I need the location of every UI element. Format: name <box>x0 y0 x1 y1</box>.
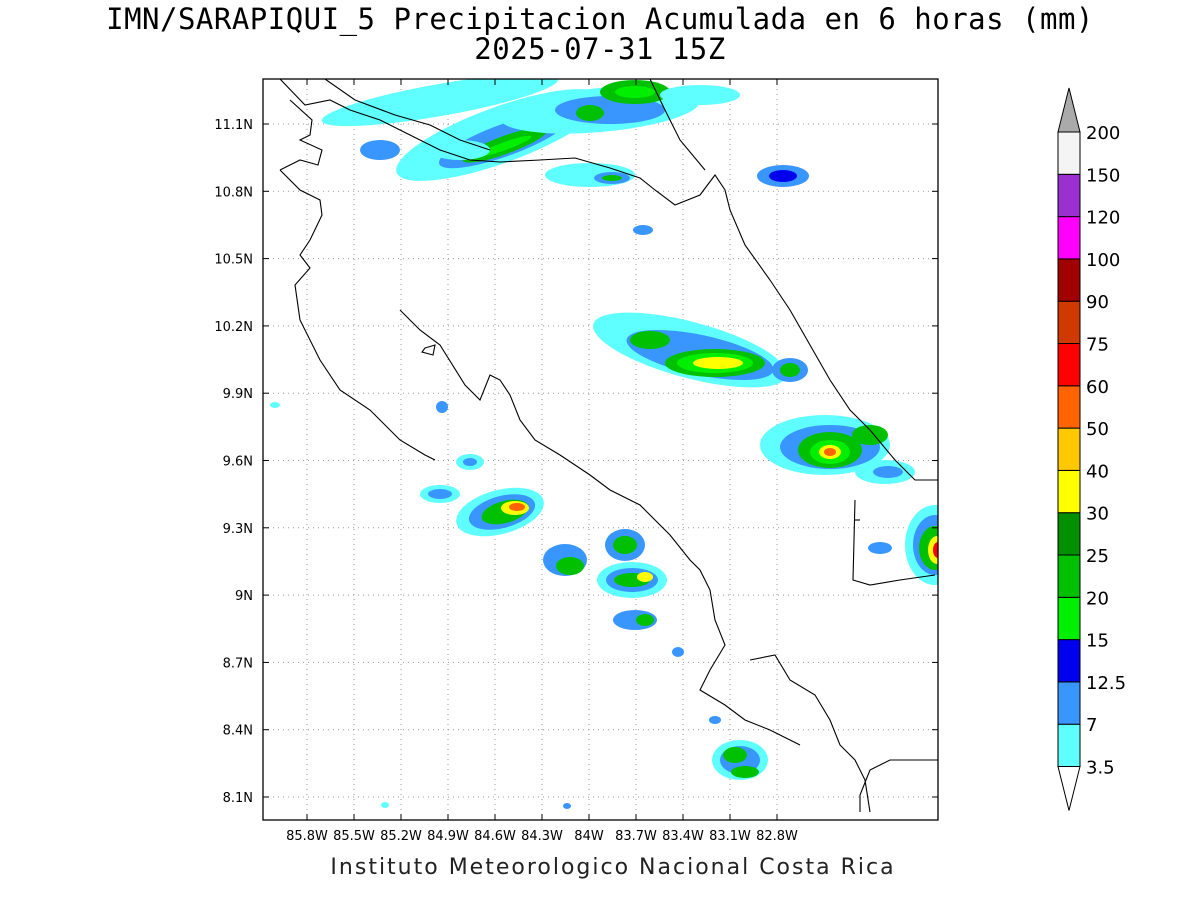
colorbar-label: 200 <box>1086 123 1120 144</box>
colorbar-swatch <box>1057 385 1081 429</box>
x-tick-label: 84.6W <box>474 829 516 844</box>
map-date: 2025-07-31 15Z <box>474 32 726 66</box>
colorbar-swatch <box>1057 216 1081 260</box>
colorbar-swatch <box>1057 300 1081 345</box>
colorbar-swatch <box>1057 639 1081 683</box>
precip-cluster-north <box>321 79 809 235</box>
colorbar-label: 60 <box>1086 377 1109 398</box>
x-tick-label: 84.3W <box>521 829 563 844</box>
y-tick-label: 9.9N <box>223 387 253 402</box>
x-tick-label: 85.2W <box>380 829 422 844</box>
x-tick-label: 83.7W <box>615 829 657 844</box>
colorbar-swatch <box>1057 554 1081 598</box>
footer-credit: Instituto Meteorologico Nacional Costa R… <box>330 855 896 880</box>
colorbar-swatch <box>1057 131 1081 175</box>
y-tick-label: 9N <box>235 589 253 604</box>
colorbar-arrow-top <box>1057 87 1081 133</box>
colorbar-swatch <box>1057 469 1081 514</box>
x-tick-label: 83.4W <box>662 829 704 844</box>
x-tick-label: 84W <box>574 829 604 844</box>
colorbar-label: 120 <box>1086 208 1120 229</box>
y-tick-label: 9.3N <box>223 522 253 537</box>
x-tick-label: 82.8W <box>756 829 798 844</box>
precip-cluster-pacific <box>270 401 768 809</box>
colorbar-label: 25 <box>1086 546 1109 567</box>
colorbar-swatch <box>1057 173 1081 218</box>
x-tick-label: 85.5W <box>333 829 375 844</box>
x-axis: 85.8W 85.5W 85.2W 84.9W 84.6W 84.3W 84W 83.7W 83… <box>286 79 798 844</box>
map-frame <box>262 78 939 821</box>
colorbar-label: 30 <box>1086 504 1109 525</box>
colorbar-label: 90 <box>1086 292 1109 313</box>
colorbar-label: 100 <box>1086 250 1120 271</box>
y-tick-label: 8.1N <box>223 791 253 806</box>
colorbar-swatch <box>1057 596 1081 641</box>
x-tick-label: 85.8W <box>286 829 328 844</box>
y-axis: 11.1N 10.8N 10.5N 10.2N 9.9N 9.6N 9.3N 9N 8.7N 8.… <box>214 118 938 806</box>
precip-field <box>270 79 938 809</box>
y-tick-label: 10.8N <box>214 185 253 200</box>
y-tick-label: 8.7N <box>223 656 253 671</box>
colorbar-arrow-bottom <box>1057 766 1081 811</box>
colorbar-swatch <box>1057 343 1081 387</box>
colorbar-swatch <box>1057 258 1081 302</box>
x-tick-label: 84.9W <box>427 829 469 844</box>
y-tick-label: 9.6N <box>223 455 253 470</box>
colorbar-label: 150 <box>1086 165 1120 186</box>
colorbar-label: 40 <box>1086 461 1109 482</box>
x-tick-label: 83.1W <box>709 829 751 844</box>
coastline <box>279 79 938 813</box>
precip-cluster-central <box>593 312 808 388</box>
colorbar-label: 12.5 <box>1086 673 1126 694</box>
colorbar-label: 15 <box>1086 631 1109 652</box>
colorbar-label: 50 <box>1086 419 1109 440</box>
colorbar-swatch <box>1057 427 1081 471</box>
y-tick-label: 8.4N <box>223 724 253 739</box>
y-tick-label: 11.1N <box>214 118 253 133</box>
colorbar-label: 7 <box>1086 715 1097 736</box>
colorbar: 3.5 7 12.5 15 20 25 30 40 50 60 75 90 100 120 150 200 <box>1057 87 1126 811</box>
colorbar-label: 3.5 <box>1086 758 1115 779</box>
colorbar-swatch <box>1057 723 1081 768</box>
y-tick-label: 10.5N <box>214 253 253 268</box>
precip-cluster-limon <box>760 415 938 585</box>
colorbar-swatch <box>1057 512 1081 556</box>
colorbar-label: 75 <box>1086 335 1109 356</box>
y-tick-label: 10.2N <box>214 320 253 335</box>
colorbar-label: 20 <box>1086 588 1109 609</box>
map-title: IMN/SARAPIQUI_5 Precipitacion Acumulada … <box>106 2 1094 36</box>
colorbar-swatch <box>1057 681 1081 725</box>
